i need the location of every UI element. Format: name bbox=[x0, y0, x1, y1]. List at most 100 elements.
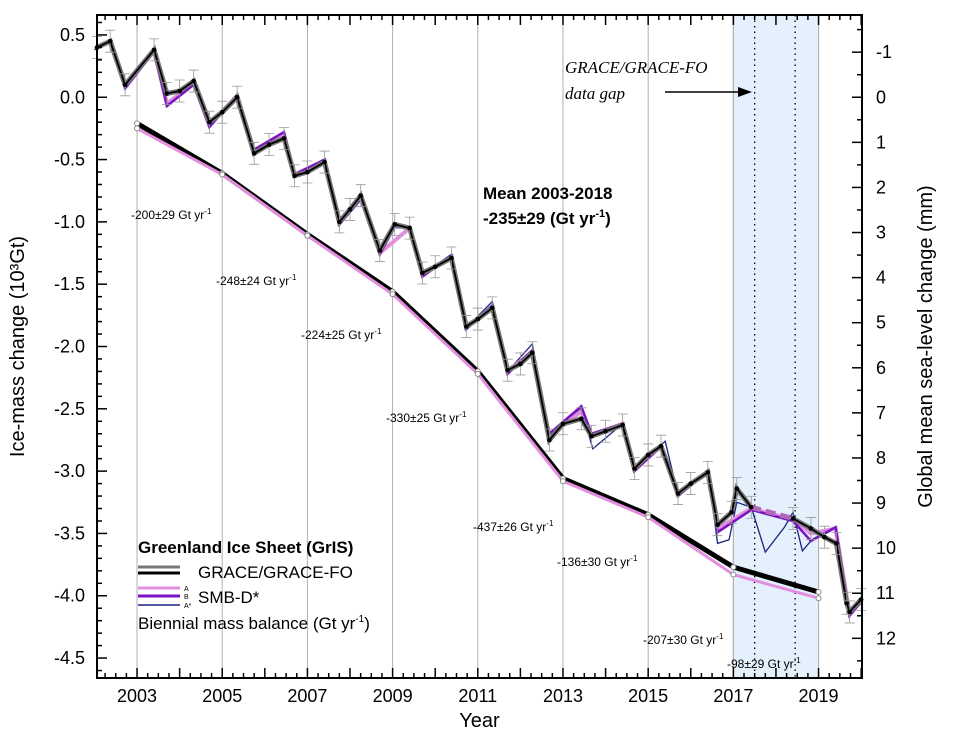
grace-point bbox=[322, 159, 327, 165]
grace-point bbox=[420, 270, 425, 276]
grace-point bbox=[645, 452, 651, 458]
y-tick-label: -2.5 bbox=[54, 399, 85, 419]
biennial-smb-point bbox=[730, 571, 737, 578]
rate-label: -200±29 Gt yr-1 bbox=[131, 207, 212, 222]
x-tick-label: 2015 bbox=[628, 686, 668, 706]
grace-point bbox=[834, 541, 839, 546]
legend-title: Greenland Ice Sheet (GrIS) bbox=[138, 538, 353, 557]
biennial-smb-point bbox=[559, 478, 566, 485]
y-tick-label: -4.0 bbox=[54, 586, 85, 606]
grace-point bbox=[177, 88, 182, 94]
x-tick-label: 2013 bbox=[543, 686, 583, 706]
biennial-smb-point bbox=[304, 232, 311, 239]
y-right-tick-label: 2 bbox=[876, 177, 886, 197]
legend-smb-label: SMB-D* bbox=[198, 588, 260, 607]
grace-point bbox=[392, 222, 398, 227]
grace-point bbox=[790, 516, 796, 521]
y-tick-label: -3.5 bbox=[54, 523, 85, 543]
grace-point bbox=[560, 421, 566, 427]
grace-point bbox=[688, 481, 694, 486]
y-right-tick-label: 3 bbox=[876, 223, 886, 243]
biennial-smb-point bbox=[815, 595, 822, 602]
gap-interpolation-line bbox=[750, 504, 794, 521]
grace-point bbox=[305, 169, 310, 175]
biennial-smb-point bbox=[219, 171, 226, 178]
rate-label: -207±30 Gt yr-1 bbox=[643, 632, 724, 647]
y-tick-label: -1.5 bbox=[54, 274, 85, 294]
y-right-axis-label: Global mean sea-level change (mm) bbox=[915, 185, 937, 507]
mean-annotation-line1: Mean 2003-2018 bbox=[483, 184, 612, 203]
grace-point bbox=[475, 316, 481, 322]
grace-point bbox=[518, 361, 523, 367]
grace-point bbox=[219, 109, 225, 115]
y-tick-label: -2.0 bbox=[54, 337, 85, 357]
grace-point bbox=[808, 526, 814, 531]
y-right-tick-label: 6 bbox=[876, 358, 886, 378]
legend-smb-variant-label: A* bbox=[184, 603, 192, 610]
x-tick-label: 2011 bbox=[458, 686, 497, 706]
legend-smb-variant-label: B bbox=[184, 594, 189, 601]
grace-point bbox=[432, 264, 438, 270]
x-tick-label: 2007 bbox=[287, 686, 327, 706]
rate-label: -98±29 Gt yr-1 bbox=[727, 656, 801, 671]
x-tick-label: 2019 bbox=[799, 686, 839, 706]
grace-point bbox=[632, 466, 637, 471]
grace-line bbox=[96, 39, 753, 527]
grace-point bbox=[347, 207, 353, 212]
legend-smb-variant-label: A bbox=[184, 586, 189, 593]
grace-point bbox=[734, 486, 740, 491]
grace-point bbox=[207, 119, 212, 125]
grace-point bbox=[844, 600, 849, 606]
y-right-tick-label: 11 bbox=[876, 583, 895, 603]
gap-annotation-line2: data gap bbox=[565, 84, 625, 103]
rate-label: -330±25 Gt yr-1 bbox=[386, 410, 467, 425]
grace-point bbox=[530, 350, 535, 356]
x-axis-label: Year bbox=[459, 710, 500, 732]
y-right-tick-label: 4 bbox=[876, 268, 886, 288]
grace-point bbox=[589, 433, 594, 439]
rate-label: -248±24 Gt yr-1 bbox=[216, 273, 297, 288]
grace-point bbox=[620, 422, 625, 428]
grace-point bbox=[675, 491, 681, 496]
grace-point bbox=[358, 193, 363, 199]
grace-point bbox=[266, 142, 272, 147]
grace-point bbox=[191, 78, 196, 84]
grace-point bbox=[489, 305, 495, 311]
grace-point bbox=[715, 522, 720, 528]
grace-point bbox=[151, 47, 157, 53]
y-right-tick-label: 0 bbox=[876, 87, 886, 107]
grace-point bbox=[234, 94, 240, 100]
biennial-smb-point bbox=[389, 291, 396, 298]
y-tick-label: 0.5 bbox=[60, 25, 85, 45]
y-tick-label: 0.0 bbox=[60, 87, 85, 107]
grace-point bbox=[377, 248, 383, 253]
y-right-tick-label: 9 bbox=[876, 493, 886, 513]
y-right-tick-label: 7 bbox=[876, 403, 886, 423]
y-tick-label: -1.0 bbox=[54, 212, 85, 232]
grace-point bbox=[847, 609, 852, 615]
grace-point bbox=[463, 324, 469, 329]
data-gap-region bbox=[732, 14, 820, 679]
biennial-smb-point bbox=[474, 370, 481, 377]
x-tick-label: 2005 bbox=[202, 686, 242, 706]
biennial-grace-point bbox=[134, 120, 141, 127]
rate-label: -437±26 Gt yr-1 bbox=[473, 519, 554, 534]
gap-arrow-head bbox=[738, 87, 752, 97]
y-axis-label: Ice-mass change (10³Gt) bbox=[7, 236, 29, 457]
grace-point bbox=[822, 534, 827, 540]
biennial-grace-point bbox=[730, 564, 737, 571]
grace-point bbox=[449, 255, 454, 261]
rate-label: -136±30 Gt yr-1 bbox=[557, 554, 638, 569]
grace-point bbox=[407, 225, 412, 231]
grace-point bbox=[579, 416, 584, 422]
grace-point bbox=[292, 173, 297, 179]
grace-point bbox=[729, 509, 734, 515]
grace-point bbox=[337, 219, 342, 225]
grace-point bbox=[122, 82, 128, 88]
grace-point bbox=[547, 437, 552, 443]
rate-label: -224±25 Gt yr-1 bbox=[301, 327, 382, 342]
grace-point bbox=[107, 38, 113, 44]
y-right-tick-label: 5 bbox=[876, 313, 886, 333]
